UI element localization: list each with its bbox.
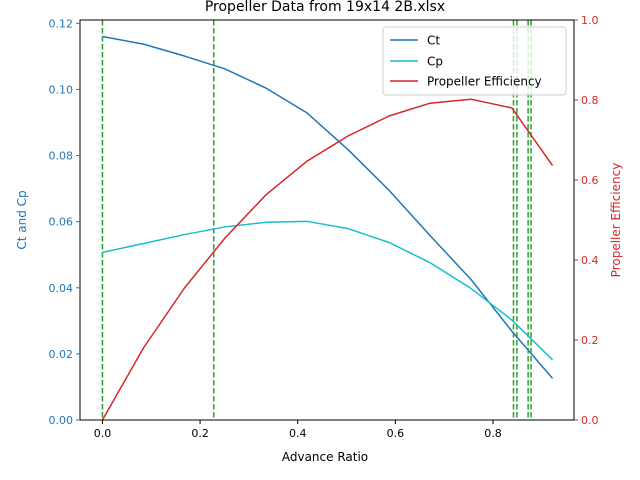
x-axis-label: Advance Ratio — [282, 450, 368, 464]
y2-tick-label: 0.8 — [581, 94, 599, 107]
y2-axis-label: Propeller Efficiency — [609, 163, 623, 278]
y-tick-label: 0.04 — [49, 282, 74, 295]
y-axis-left: 0.00 0.02 0.04 0.06 0.08 0.10 0.12 — [49, 17, 80, 427]
series-line-cp — [102, 220, 554, 361]
series-line-ct — [102, 35, 554, 379]
series-lines — [101, 35, 554, 421]
y-axis-right: 0.0 0.2 0.4 0.6 0.8 1.0 — [574, 14, 599, 427]
plot-frame — [79, 19, 575, 421]
y-axis-label: Ct and Cp — [15, 190, 29, 249]
y2-tick-label: 0.2 — [581, 334, 599, 347]
y2-tick-label: 0.6 — [581, 174, 599, 187]
x-tick-label: 0.8 — [484, 427, 502, 440]
legend: Ct Cp Propeller Efficiency — [382, 26, 567, 96]
x-tick-label: 0.0 — [94, 427, 112, 440]
x-tick-label: 0.6 — [387, 427, 405, 440]
y2-tick-label: 0.0 — [581, 414, 599, 427]
y-tick-label: 0.10 — [49, 83, 74, 96]
legend-label-efficiency: Propeller Efficiency — [427, 75, 542, 89]
y2-tick-label: 0.4 — [581, 254, 599, 267]
y-tick-label: 0.06 — [49, 216, 74, 229]
y-tick-label: 0.12 — [49, 17, 74, 30]
series-line-propeller-efficiency — [101, 98, 554, 421]
chart-title: Propeller Data from 19x14 2B.xlsx — [205, 0, 445, 15]
y-tick-label: 0.08 — [49, 150, 74, 163]
x-tick-label: 0.2 — [191, 427, 209, 440]
y-tick-label: 0.02 — [49, 348, 74, 361]
x-axis: 0.0 0.2 0.4 0.6 0.8 — [94, 420, 502, 440]
legend-label-ct: Ct — [427, 34, 440, 48]
x-tick-label: 0.4 — [289, 427, 307, 440]
y2-tick-label: 1.0 — [581, 14, 599, 27]
legend-label-cp: Cp — [427, 55, 443, 69]
legend-box — [382, 26, 567, 96]
y-tick-label: 0.00 — [49, 414, 74, 427]
